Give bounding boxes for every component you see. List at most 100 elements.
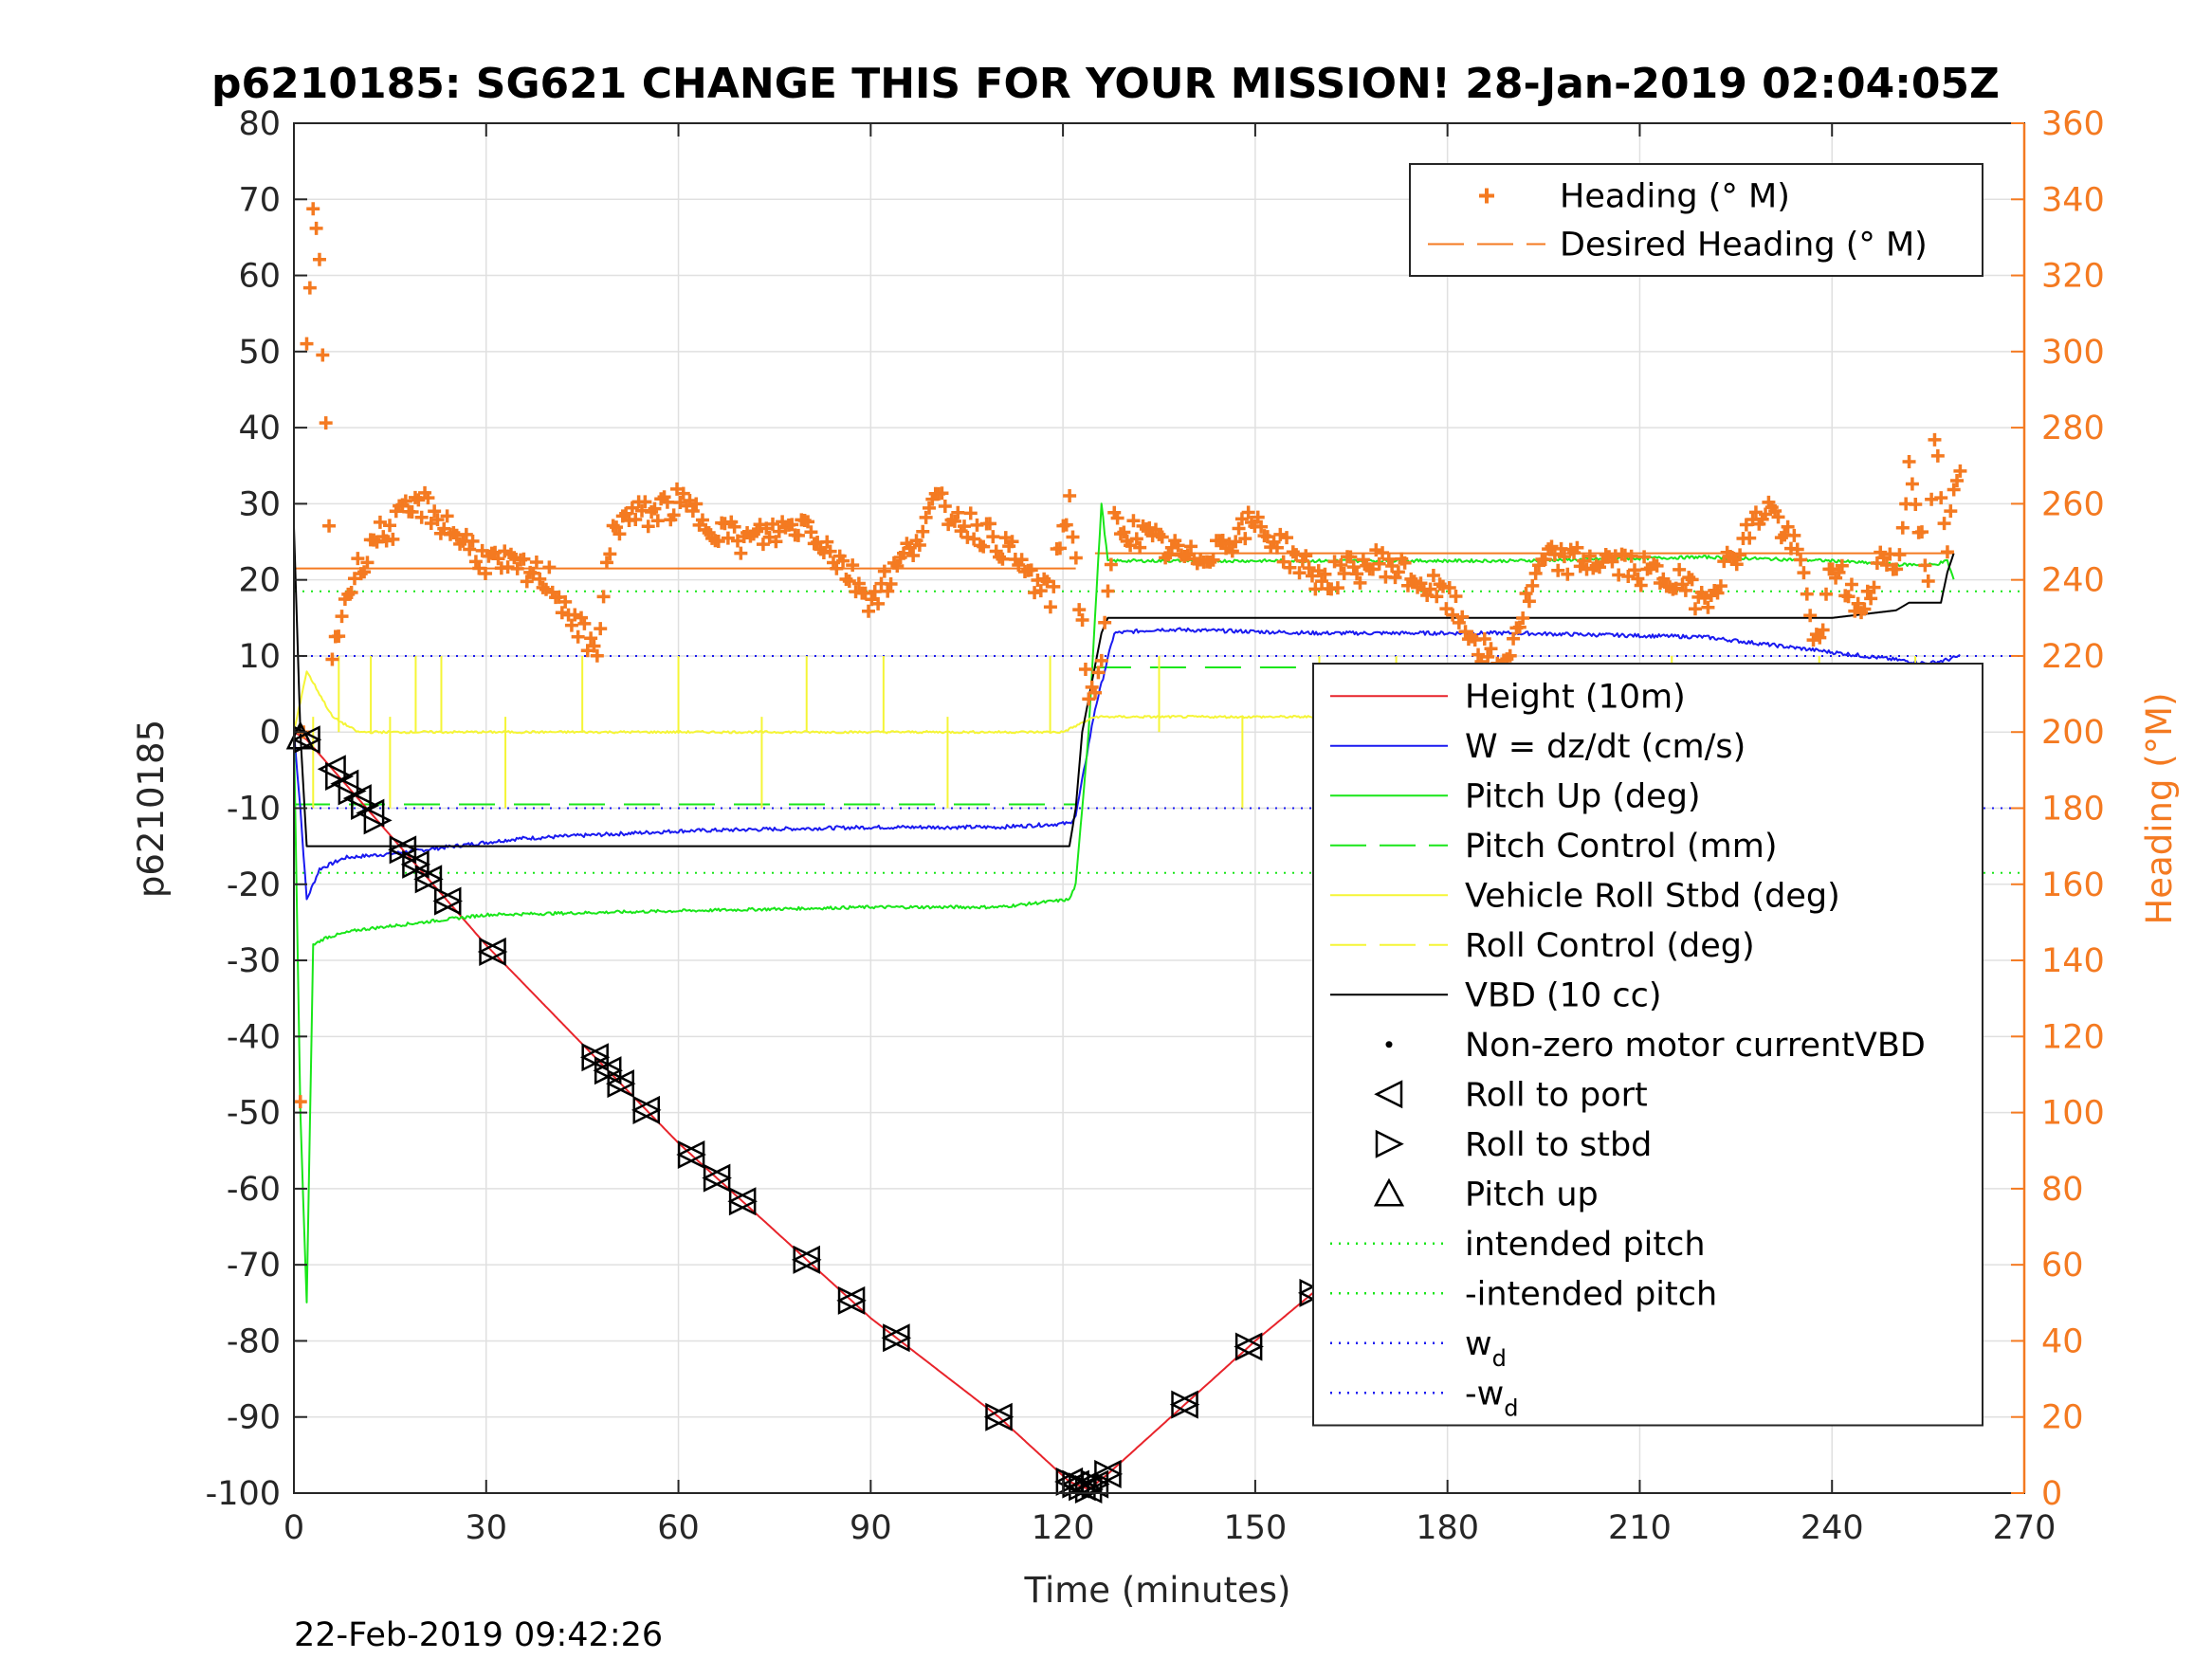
- x-tick-label: 0: [283, 1509, 304, 1547]
- heading-point: [584, 631, 598, 646]
- y-tick-label: -60: [227, 1171, 281, 1209]
- roll-to-stbd-marker: [703, 1163, 732, 1193]
- heading-point: [463, 542, 477, 556]
- heading-point: [468, 555, 483, 569]
- y2-tick-label: 60: [2041, 1247, 2084, 1285]
- heading-point: [1251, 510, 1265, 524]
- heading-point: [1344, 550, 1358, 564]
- heading-point: [1867, 580, 1881, 594]
- roll-to-stbd-marker: [414, 865, 444, 894]
- y-tick-label: 0: [260, 714, 281, 752]
- heading-point: [1369, 543, 1383, 557]
- legend-label-subscript: d: [1492, 1345, 1507, 1372]
- heading-point: [1797, 566, 1811, 580]
- x-tick-label: 150: [1223, 1509, 1287, 1547]
- heading-point: [1892, 548, 1907, 562]
- heading-point: [1844, 577, 1858, 592]
- legend-label-text: Desired Heading (° M): [1560, 227, 1928, 264]
- roll-to-stbd-marker: [883, 1323, 912, 1353]
- heading-point: [1104, 557, 1118, 572]
- y2-tick-label: 0: [2041, 1475, 2062, 1513]
- y2-tick-label: 260: [2041, 485, 2105, 523]
- heading-point: [1302, 561, 1316, 575]
- heading-point: [1794, 553, 1808, 567]
- heading-point: [1918, 558, 1932, 573]
- heading-point: [1864, 592, 1878, 606]
- heading-point: [1813, 630, 1827, 645]
- heading-point: [1043, 600, 1057, 614]
- y-tick-label: 20: [238, 562, 281, 600]
- heading-point: [1126, 514, 1141, 528]
- heading-point: [1950, 474, 1965, 488]
- roll-to-stbd-marker: [793, 1245, 822, 1274]
- heading-point: [1091, 665, 1106, 680]
- heading-point: [1832, 565, 1846, 579]
- heading-point: [1685, 573, 1699, 587]
- legend-label-text: w: [1465, 1325, 1492, 1363]
- legend-marker-dot: [1385, 1041, 1393, 1048]
- heading-point: [1376, 546, 1390, 560]
- roll-to-stbd-marker: [837, 1285, 867, 1315]
- heading-point: [1819, 587, 1834, 601]
- heading-point: [1455, 610, 1470, 624]
- heading-point: [1953, 464, 1967, 478]
- heading-point: [1334, 557, 1348, 572]
- heading-point: [1841, 590, 1856, 604]
- heading-point: [1206, 553, 1220, 567]
- heading-point: [967, 532, 981, 546]
- x-tick-label: 210: [1608, 1509, 1672, 1547]
- heading-point: [383, 519, 397, 533]
- y2-tick-label: 80: [2041, 1171, 2084, 1209]
- heading-point: [1650, 558, 1664, 573]
- heading-point: [734, 546, 748, 560]
- legend-label: wd: [1465, 1325, 1507, 1372]
- heading-point: [1512, 620, 1526, 634]
- roll-to-stbd-marker: [1171, 1390, 1200, 1419]
- heading-point: [1787, 528, 1801, 542]
- heading-point: [1063, 488, 1077, 502]
- heading-point: [1637, 550, 1652, 564]
- heading-point: [1391, 565, 1405, 579]
- roll-to-stbd-marker: [728, 1187, 758, 1216]
- y2-tick-label: 180: [2041, 791, 2105, 829]
- heading-point: [1937, 517, 1951, 531]
- heading-point: [823, 544, 837, 558]
- heading-point: [428, 504, 442, 519]
- heading-point: [1005, 535, 1019, 549]
- x-tick-label: 240: [1801, 1509, 1864, 1547]
- legend-label: Pitch Up (deg): [1465, 777, 1701, 815]
- heading-point: [1759, 507, 1773, 521]
- heading-point: [1522, 594, 1536, 609]
- heading-point: [1710, 586, 1725, 600]
- legend-label-text: Height (10m): [1465, 678, 1686, 716]
- heading-point: [306, 202, 320, 216]
- heading-point: [1028, 586, 1042, 600]
- heading-point: [804, 525, 818, 539]
- y2-tick-label: 300: [2041, 334, 2105, 372]
- heading-point: [884, 577, 898, 592]
- roll-to-stbd-marker: [1074, 1474, 1104, 1504]
- heading-point: [1372, 556, 1386, 571]
- heading-point: [1743, 531, 1757, 545]
- heading-point: [906, 549, 921, 563]
- legend-box: [1312, 663, 1983, 1427]
- x-tick-label: 90: [850, 1509, 892, 1547]
- heading-point: [1234, 512, 1249, 526]
- legend-label-subscript: d: [1504, 1395, 1518, 1421]
- legend-label: VBD (10 cc): [1465, 976, 1662, 1014]
- heading-point: [1688, 602, 1702, 616]
- heading-point: [1094, 653, 1108, 667]
- heading-point: [1350, 567, 1364, 581]
- legend-label: -intended pitch: [1465, 1275, 1717, 1313]
- heading-point: [922, 501, 936, 515]
- heading-point: [1915, 525, 1929, 539]
- heading-point: [414, 510, 429, 524]
- y2-tick-label: 100: [2041, 1095, 2105, 1133]
- heading-point: [1472, 647, 1486, 662]
- y-tick-label: -80: [227, 1322, 281, 1360]
- heading-point: [842, 574, 856, 589]
- heading-point: [890, 558, 905, 573]
- y2-tick-label: 140: [2041, 942, 2105, 980]
- heading-point: [1733, 548, 1747, 562]
